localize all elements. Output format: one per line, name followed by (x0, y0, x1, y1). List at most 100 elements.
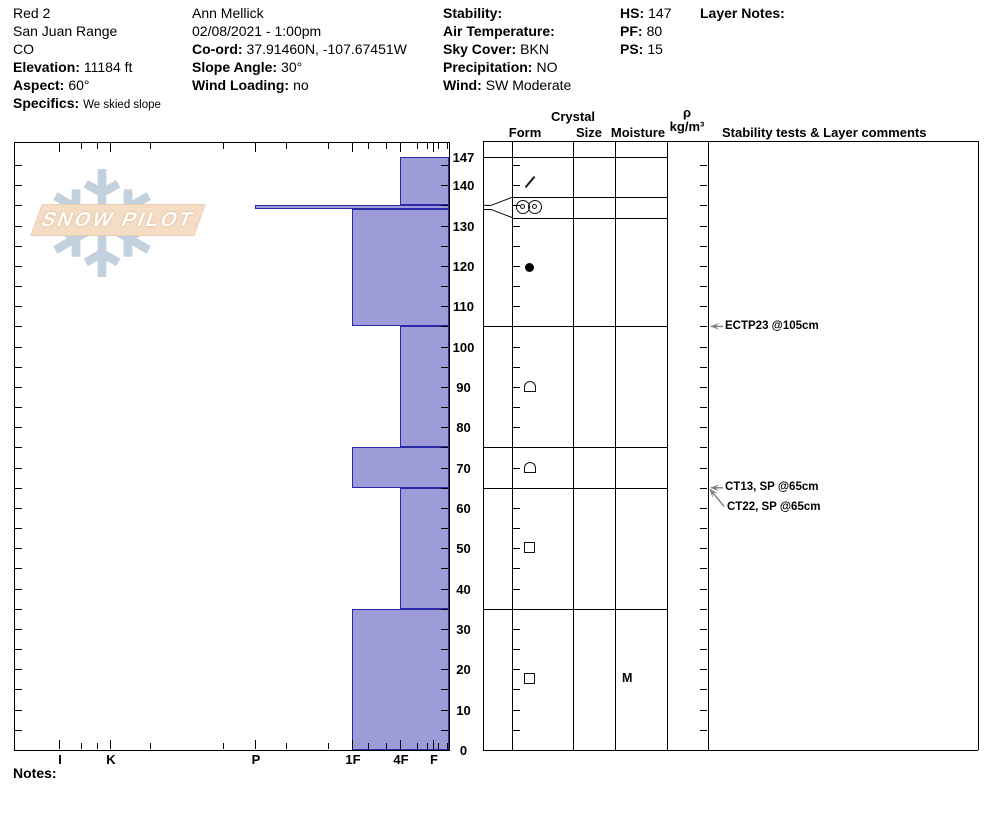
header-field-slope-angle: Slope Angle: 30° (192, 58, 302, 76)
header-field-stability: Stability: (443, 4, 502, 22)
depth-tick-right-90 (441, 387, 448, 388)
layer-boundary-35 (483, 609, 667, 610)
depth-tick-density-50 (700, 548, 707, 549)
depth-tick-form-60 (513, 508, 520, 509)
thin-layer-wedge-lower (483, 208, 513, 218)
test-annotation-2: CT22, SP @65cm (727, 501, 821, 514)
depth-label-80: 80 (456, 420, 471, 436)
depth-label-147: 147 (452, 150, 475, 165)
depth-tick-density-30 (700, 629, 707, 630)
depth-tick-density-100 (700, 347, 707, 348)
depth-label-0: 0 (459, 743, 468, 758)
depth-tick-form-45 (513, 568, 520, 569)
depth-tick-density-25 (700, 649, 707, 650)
depth-tick-left-60 (15, 508, 22, 509)
hs-value: 147 (648, 5, 672, 21)
aspect-label: Aspect: (13, 77, 65, 93)
thin-layer-wedge-upper (483, 196, 513, 206)
precipitation-value: NO (536, 59, 558, 75)
layer-bar-35-0 (352, 608, 449, 750)
table-top-border (483, 141, 978, 142)
hardness-minor-tick-top-6 (368, 143, 369, 149)
depth-tick-left-10 (15, 710, 22, 711)
header-field-range: San Juan Range (13, 22, 117, 40)
depth-tick-left-140 (15, 185, 22, 186)
hardness-minor-tick-bottom-9 (427, 743, 428, 749)
depth-label-70: 70 (456, 460, 471, 476)
depth-tick-left-110 (15, 306, 22, 307)
header-field-datetime: 02/08/2021 - 1:00pm (192, 22, 321, 40)
col-header-crystal: Crystal (550, 109, 596, 124)
thin-layer-expanded-top (512, 197, 667, 198)
depth-tick-density-135 (700, 205, 707, 206)
hardness-tick-bottom-K (110, 740, 111, 749)
hardness-minor-tick-top-11 (447, 143, 448, 149)
layer-bar-147-135 (400, 157, 449, 206)
depth-tick-right-110 (441, 306, 448, 307)
depth-label-140: 140 (452, 178, 475, 194)
hardness-chart-frame (14, 142, 450, 751)
depth-tick-density-130 (700, 226, 707, 227)
hardness-tick-bottom-F (433, 740, 434, 749)
coordinates-label: Co-ord: (192, 41, 243, 57)
depth-tick-right-145 (441, 165, 448, 166)
depth-tick-left-15 (15, 689, 22, 690)
depth-tick-form-70 (513, 468, 520, 469)
grain-symbol-dot (525, 263, 534, 272)
depth-tick-form-125 (513, 246, 520, 247)
depth-tick-right-5 (441, 730, 448, 731)
depth-tick-right-115 (441, 286, 448, 287)
depth-tick-form-5 (513, 730, 520, 731)
depth-tick-left-95 (15, 367, 22, 368)
depth-tick-right-125 (441, 246, 448, 247)
depth-tick-density-65 (700, 488, 707, 489)
depth-tick-right-50 (441, 548, 448, 549)
depth-tick-density-145 (700, 165, 707, 166)
hardness-tick-top-F (433, 143, 434, 152)
header-field-pf: PF: 80 (620, 22, 662, 40)
hardness-minor-tick-bottom-3 (223, 743, 224, 749)
depth-tick-left-25 (15, 649, 22, 650)
hardness-label-1F: 1F (345, 752, 361, 767)
depth-label-100: 100 (452, 339, 475, 355)
depth-tick-right-45 (441, 568, 448, 569)
depth-tick-left-90 (15, 387, 22, 388)
layer-boundary-105 (483, 326, 667, 327)
hardness-minor-tick-top-5 (328, 143, 329, 149)
hardness-tick-top-K (110, 143, 111, 152)
test-arrow-2 (709, 488, 725, 507)
depth-tick-right-85 (441, 407, 448, 408)
header-field-layer-notes-heading: Layer Notes: (700, 4, 785, 22)
depth-label-50: 50 (456, 541, 471, 557)
depth-tick-left-45 (15, 568, 22, 569)
hardness-tick-top-I (59, 143, 60, 152)
depth-label-120: 120 (452, 258, 475, 274)
header-field-sky-cover: Sky Cover: BKN (443, 40, 549, 58)
grain-symbol-slash (524, 175, 536, 189)
depth-label-90: 90 (456, 379, 471, 395)
depth-tick-form-50 (513, 548, 520, 549)
hardness-minor-tick-bottom-4 (286, 743, 287, 749)
depth-tick-form-130 (513, 226, 520, 227)
hardness-tick-bottom-P (255, 740, 256, 749)
state-value: CO (13, 41, 34, 57)
depth-tick-right-120 (441, 266, 448, 267)
hardness-minor-tick-bottom-2 (150, 743, 151, 749)
header-field-pit-name: Red 2 (13, 4, 50, 22)
depth-tick-right-55 (441, 528, 448, 529)
depth-tick-left-145 (15, 165, 22, 166)
thin-layer-expanded-bottom (512, 218, 667, 219)
header-field-hs: HS: 147 (620, 4, 671, 22)
grain-symbol-double-circle-1 (528, 200, 542, 214)
hardness-tick-top-P (255, 143, 256, 152)
depth-tick-left-30 (15, 629, 22, 630)
depth-tick-form-10 (513, 710, 520, 711)
depth-tick-form-85 (513, 407, 520, 408)
depth-tick-density-90 (700, 387, 707, 388)
hardness-minor-tick-top-10 (438, 143, 439, 149)
ps-label: PS: (620, 41, 644, 57)
depth-tick-form-115 (513, 286, 520, 287)
pit-name-value: Red 2 (13, 5, 51, 21)
depth-label-60: 60 (456, 500, 471, 516)
